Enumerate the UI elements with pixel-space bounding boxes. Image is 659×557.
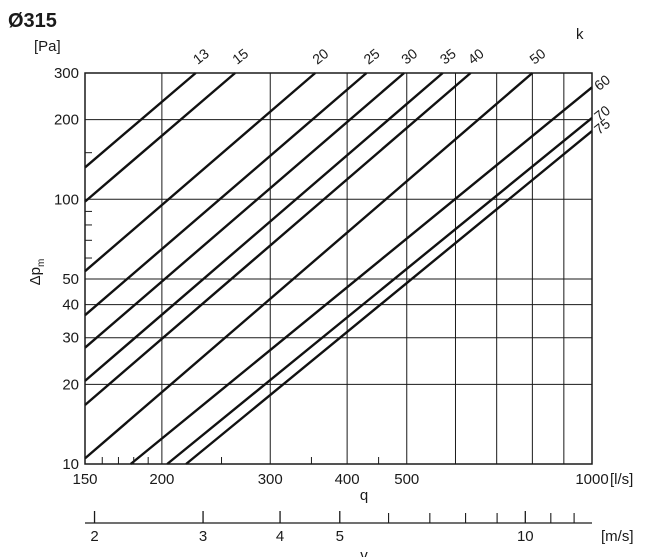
x-tick-label: 1000 — [575, 471, 608, 488]
grid-layer — [85, 73, 592, 464]
v-tick-label: 10 — [517, 528, 534, 545]
chart-title: Ø315 — [8, 10, 57, 32]
series-label-k20: 20 — [309, 45, 331, 67]
series-layer — [84, 72, 593, 465]
y-tick-label: 30 — [62, 330, 79, 347]
plot-frame — [84, 72, 593, 465]
series-line-k15 — [84, 72, 236, 203]
v-axis-label: v — [360, 547, 368, 557]
v-tick-label: 4 — [276, 528, 284, 545]
series-label-k30: 30 — [398, 45, 420, 67]
series-line-k35 — [84, 72, 444, 382]
y-axis-label-sub: m — [36, 259, 47, 267]
v-axis: 2 3 4 5 10 — [85, 511, 592, 545]
series-label-k35: 35 — [437, 45, 459, 67]
series-line-k20 — [84, 72, 316, 273]
series-line-k75 — [185, 130, 593, 465]
y-axis-label: Δpm — [27, 259, 47, 286]
x-tick-label: 400 — [335, 471, 360, 488]
series-line-k60 — [129, 86, 593, 465]
x-tick-label: 300 — [258, 471, 283, 488]
y-tick-label: 300 — [54, 65, 79, 82]
y-axis-label-main: Δp — [27, 267, 44, 285]
y-tick-label: 10 — [62, 456, 79, 473]
series-label-k15: 15 — [229, 45, 251, 67]
series-label-k25: 25 — [360, 45, 382, 67]
series-label-k13: 13 — [190, 45, 212, 67]
y-tick-label: 20 — [62, 376, 79, 393]
y-tick-label: 50 — [62, 271, 79, 288]
series-line-k50 — [84, 72, 534, 460]
v-unit-label: [m/s] — [601, 528, 634, 545]
v-tick-label: 2 — [90, 528, 98, 545]
series-line-k25 — [84, 72, 368, 317]
y-tick-label: 40 — [62, 297, 79, 314]
x-tick-label: 500 — [394, 471, 419, 488]
series-label-k60: 60 — [591, 71, 613, 93]
y-unit-label: [Pa] — [34, 38, 61, 55]
series-line-k13 — [84, 72, 197, 169]
series-label-k40: 40 — [465, 45, 487, 67]
series-line-k30 — [84, 72, 405, 349]
series-label-k75: 75 — [591, 115, 613, 137]
x-tick-label: 200 — [149, 471, 174, 488]
y-tick-label: 200 — [54, 112, 79, 129]
v-tick-label: 3 — [199, 528, 207, 545]
x-tick-label: 150 — [72, 471, 97, 488]
y-tick-label: 100 — [54, 191, 79, 208]
x-unit-label: [l/s] — [610, 471, 633, 488]
x-axis-label: q — [360, 487, 368, 504]
tick-layer: 150 200 300 400 500 1000 10 20 30 40 50 100 200 300 — [54, 65, 609, 488]
svg-text:Δpm: Δpm — [27, 259, 47, 286]
v-tick-label: 5 — [336, 528, 344, 545]
legend-title: k — [576, 26, 584, 43]
series-line-k40 — [84, 72, 472, 406]
series-line-k70 — [166, 116, 593, 465]
series-label-k50: 50 — [526, 45, 548, 67]
